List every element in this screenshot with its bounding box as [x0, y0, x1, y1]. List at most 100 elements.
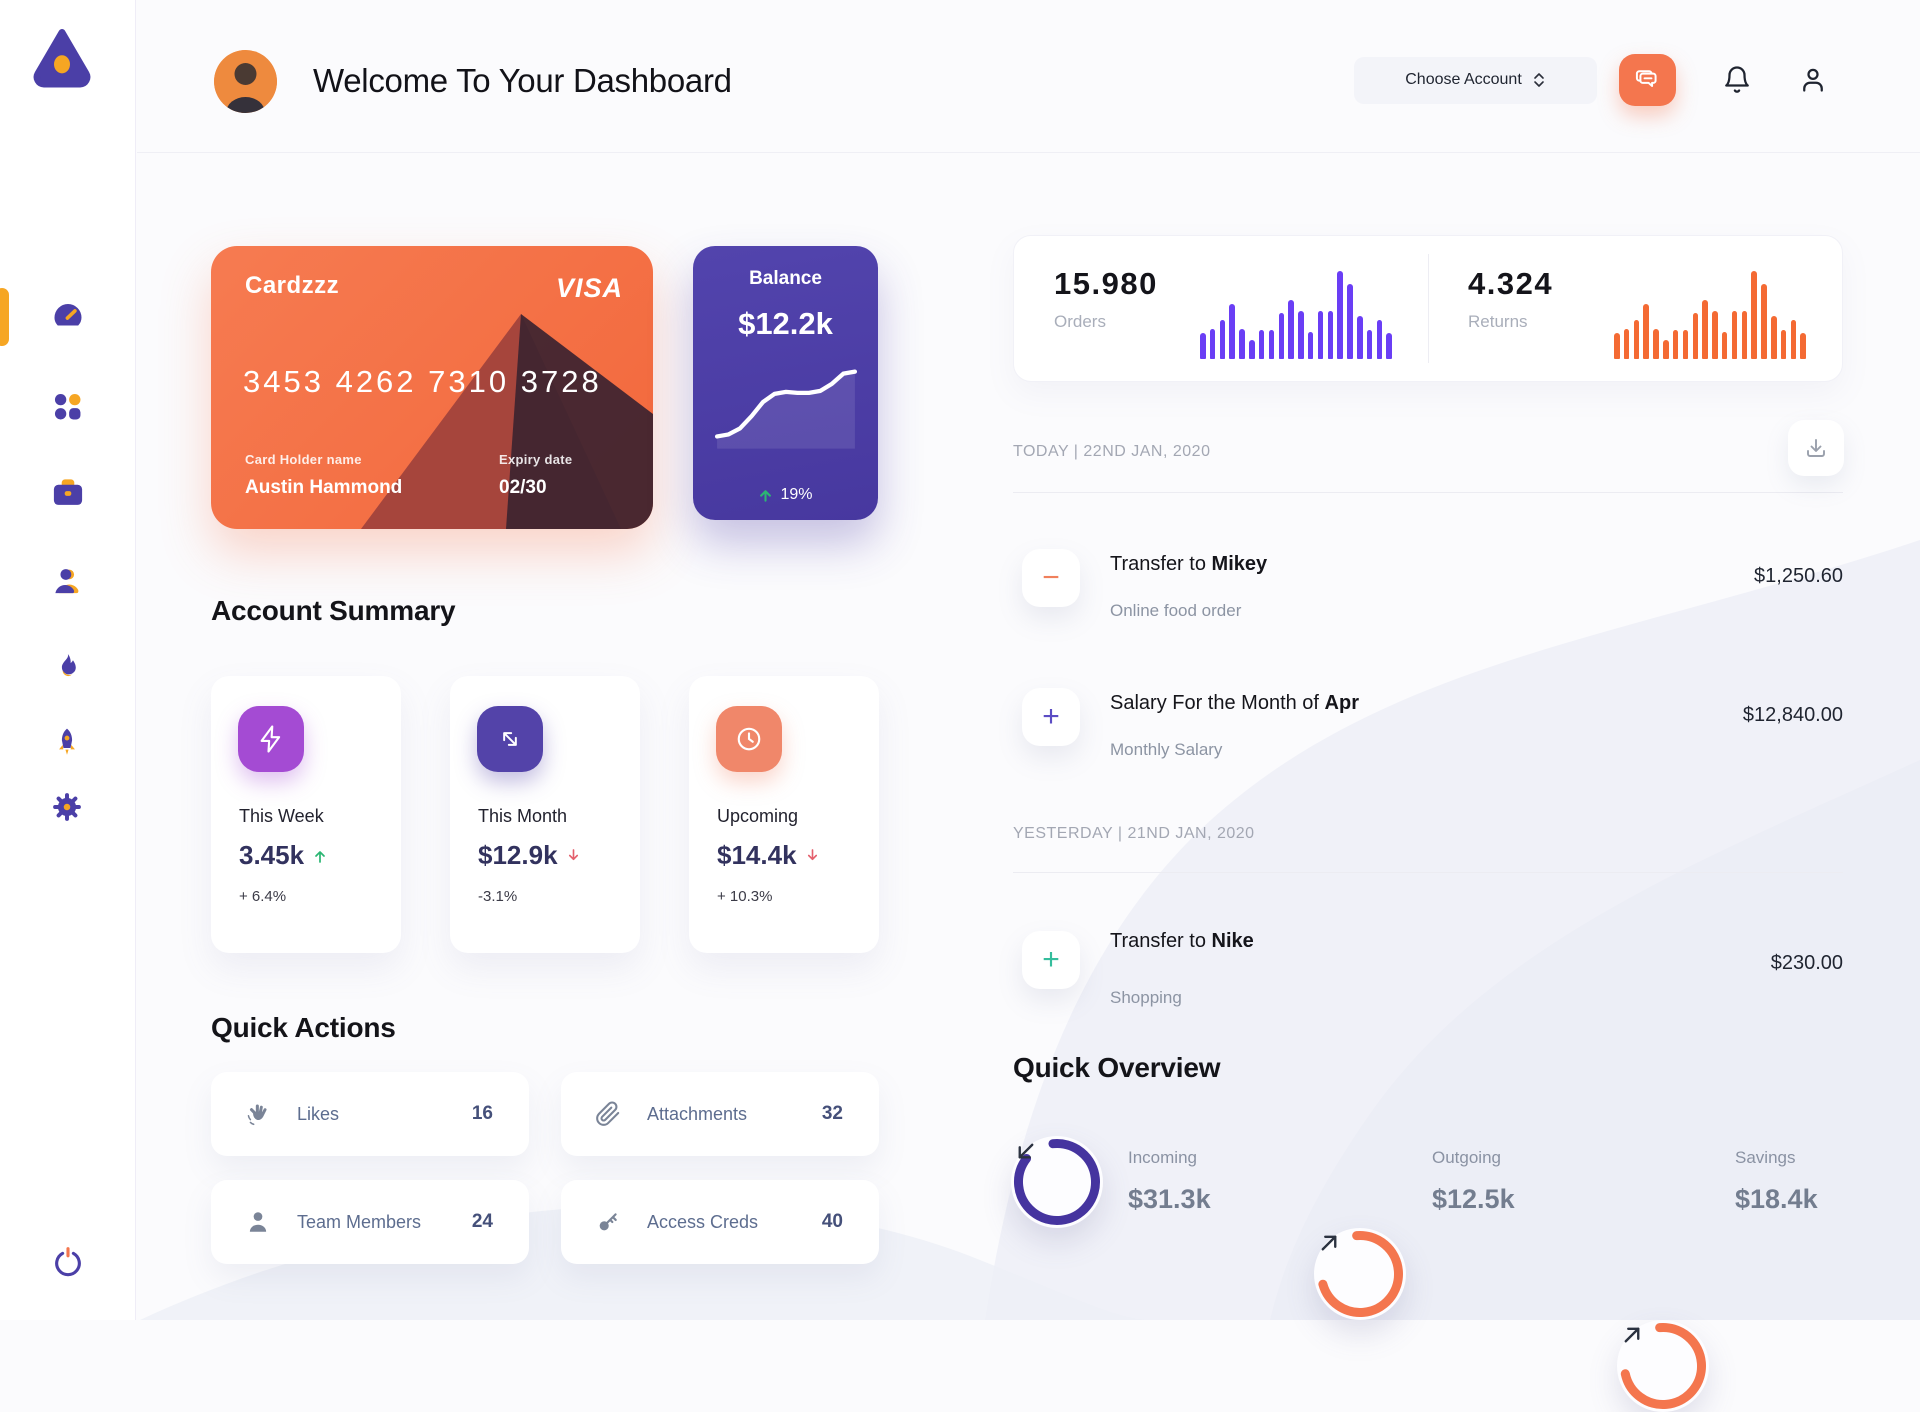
transaction-sign-plus: + — [1022, 931, 1080, 989]
summary-label: Upcoming — [717, 806, 799, 826]
bell-icon — [1725, 66, 1749, 93]
summary-card-this-week[interactable]: This Week 3.45k + 6.4% — [211, 676, 401, 953]
transaction-amount: $12,840.00 — [1742, 704, 1843, 726]
balance-change: 19% — [758, 486, 813, 504]
messages-button[interactable] — [1619, 54, 1676, 106]
arrow-up-icon — [315, 850, 325, 863]
download-button[interactable] — [1788, 420, 1844, 476]
transaction-sign-plus: + — [1022, 688, 1080, 746]
arrow-down-icon — [568, 849, 578, 861]
clap-hand-icon — [245, 1101, 271, 1127]
download-icon — [1807, 439, 1825, 457]
quick-action-likes[interactable]: Likes 16 — [211, 1072, 529, 1156]
notifications-button[interactable] — [1722, 65, 1752, 95]
visa-logo: VISA — [555, 273, 623, 303]
arrow-down-left-icon — [1011, 1136, 1103, 1228]
summary-card-upcoming[interactable]: Upcoming $14.4k + 10.3% — [689, 676, 879, 953]
summary-card-this-month[interactable]: This Month $12.9k -3.1% — [450, 676, 640, 953]
balance-title: Balance — [749, 268, 822, 289]
quick-action-label: Access Creds — [647, 1211, 759, 1232]
sidebar — [0, 0, 136, 1320]
quick-action-attachments[interactable]: Attachments 32 — [561, 1072, 879, 1156]
transaction-subtitle: Online food order — [1110, 601, 1242, 620]
quick-action-label: Team Members — [297, 1211, 422, 1232]
sidebar-item-portfolio[interactable] — [50, 474, 86, 510]
quick-action-access-creds[interactable]: Access Creds 40 — [561, 1180, 879, 1264]
active-nav-indicator — [0, 288, 9, 346]
quick-action-count: 40 — [821, 1211, 843, 1232]
briefcase-icon — [53, 479, 83, 505]
flame-icon — [61, 653, 76, 676]
user-icon — [55, 569, 79, 594]
power-icon — [55, 1247, 81, 1277]
returns-label: Returns — [1468, 312, 1528, 331]
transaction-title[interactable]: Transfer to Mikey — [1110, 553, 1268, 575]
summary-label: This Week — [239, 806, 324, 826]
outgoing-value: $12.5k — [1432, 1184, 1515, 1214]
summary-value: $12.9k — [478, 840, 581, 871]
app-logo-icon[interactable] — [30, 24, 94, 88]
outgoing-label: Outgoing — [1432, 1148, 1501, 1167]
summary-value: $14.4k — [717, 840, 820, 871]
quick-action-label: Likes — [297, 1103, 340, 1124]
transaction-amount: $230.00 — [1770, 952, 1843, 974]
avatar-photo — [214, 50, 277, 113]
logout-button[interactable] — [51, 1245, 85, 1279]
dots-grid-icon — [54, 393, 81, 420]
page-title: Welcome To Your Dashboard — [313, 62, 732, 99]
user-avatar[interactable] — [214, 50, 277, 113]
quick-action-label: Attachments — [647, 1103, 748, 1124]
orders-value: 15.980 — [1054, 266, 1158, 301]
arrow-up-right-icon — [1314, 1228, 1406, 1320]
chevron-updown-icon — [1533, 73, 1544, 87]
credit-card[interactable]: Cardzzz VISA 3453 4262 7310 3728 Card Ho… — [211, 246, 653, 529]
account-summary-heading: Account Summary — [211, 595, 456, 626]
transaction-sign-minus: − — [1022, 549, 1080, 607]
quick-actions-heading: Quick Actions — [211, 1012, 396, 1043]
quick-overview-heading: Quick Overview — [1013, 1052, 1221, 1083]
date-header-today: TODAY | 22ND JAN, 2020 — [1013, 443, 1211, 460]
transaction-title[interactable]: Salary For the Month of Apr — [1110, 692, 1359, 714]
savings-ring — [1617, 1320, 1709, 1412]
sidebar-item-settings[interactable] — [50, 790, 86, 826]
orders-bar-chart — [1200, 271, 1392, 359]
background-wave — [140, 540, 1920, 1320]
quick-action-team-members[interactable]: Team Members 24 — [211, 1180, 529, 1264]
choose-account-dropdown[interactable]: Choose Account — [1354, 56, 1597, 104]
chat-bubbles-icon — [1635, 70, 1657, 87]
transaction-title[interactable]: Transfer to Nike — [1110, 930, 1254, 952]
sidebar-item-launch[interactable] — [50, 725, 86, 761]
card-number: 3453 4262 7310 3728 — [243, 364, 602, 399]
card-holder-name: Austin Hammond — [245, 477, 403, 498]
speedometer-icon — [54, 304, 82, 326]
returns-value: 4.324 — [1468, 266, 1554, 301]
transaction-amount: $1,250.60 — [1754, 565, 1843, 587]
quick-action-count: 16 — [471, 1103, 493, 1124]
clock-icon — [716, 706, 782, 772]
returns-bar-chart — [1614, 271, 1806, 359]
expiry-date: 02/30 — [499, 477, 547, 498]
savings-label: Savings — [1735, 1148, 1796, 1167]
header-divider — [137, 152, 1920, 153]
person-icon — [245, 1209, 271, 1235]
rocket-icon — [59, 728, 75, 755]
balance-value: $12.2k — [738, 306, 833, 341]
arrow-up-icon — [760, 490, 772, 502]
card-decoration — [361, 314, 653, 529]
sidebar-item-apps[interactable] — [50, 389, 86, 425]
balance-card[interactable]: Balance $12.2k 19% — [693, 246, 878, 520]
summary-delta: -3.1% — [478, 888, 518, 905]
profile-button[interactable] — [1798, 65, 1828, 95]
summary-value: 3.45k — [239, 840, 328, 871]
outgoing-ring — [1314, 1228, 1406, 1320]
incoming-label: Incoming — [1128, 1148, 1197, 1167]
balance-sparkline — [714, 369, 857, 449]
sidebar-item-trending[interactable] — [50, 650, 86, 686]
arrow-down-icon — [807, 849, 817, 861]
paperclip-icon — [595, 1101, 621, 1127]
header-actions: Choose Account — [1354, 54, 1828, 106]
sidebar-item-dashboard[interactable] — [50, 298, 86, 334]
sidebar-item-users[interactable] — [50, 564, 86, 600]
incoming-value: $31.3k — [1128, 1184, 1211, 1214]
quick-action-count: 32 — [821, 1103, 843, 1124]
